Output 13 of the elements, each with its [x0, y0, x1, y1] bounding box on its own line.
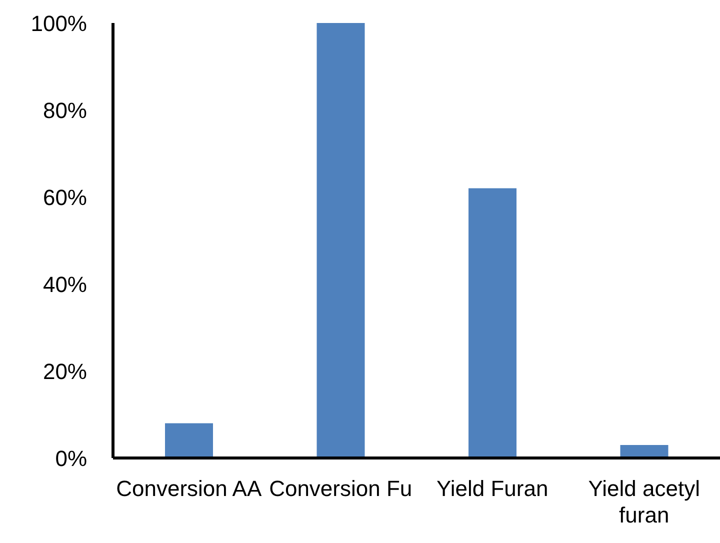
- y-tick-label: 80%: [42, 98, 87, 123]
- x-tick-label: Conversion Fu: [269, 476, 412, 501]
- y-tick-label: 60%: [42, 184, 87, 210]
- bar: [316, 23, 365, 458]
- x-tick-label: Yield Furan: [436, 476, 548, 501]
- x-tick-label: Yield acetyl furan: [588, 476, 700, 528]
- y-tick-label: 0%: [55, 446, 87, 471]
- bar: [165, 423, 213, 458]
- y-tick-label: 20%: [42, 358, 87, 384]
- x-tick-label: Conversion AA: [116, 476, 262, 501]
- y-tick-label: 40%: [42, 272, 87, 297]
- bar: [468, 188, 516, 458]
- y-tick-label: 100%: [30, 10, 87, 36]
